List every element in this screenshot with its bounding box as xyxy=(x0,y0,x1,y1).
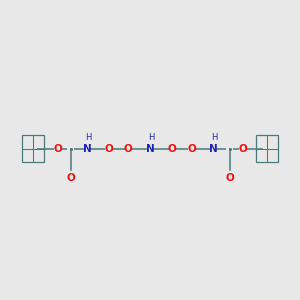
Text: N: N xyxy=(146,143,154,154)
Text: O: O xyxy=(225,173,234,183)
Text: N: N xyxy=(208,143,217,154)
Text: O: O xyxy=(123,143,132,154)
Text: O: O xyxy=(238,143,247,154)
Bar xyxy=(256,135,278,162)
Text: O: O xyxy=(104,143,113,154)
Text: O: O xyxy=(168,143,177,154)
Text: O: O xyxy=(66,173,75,183)
Text: H: H xyxy=(148,133,154,142)
Text: O: O xyxy=(187,143,196,154)
Text: N: N xyxy=(82,143,91,154)
Text: O: O xyxy=(53,143,62,154)
Bar xyxy=(22,135,44,162)
Text: H: H xyxy=(85,133,92,142)
Text: H: H xyxy=(211,133,217,142)
